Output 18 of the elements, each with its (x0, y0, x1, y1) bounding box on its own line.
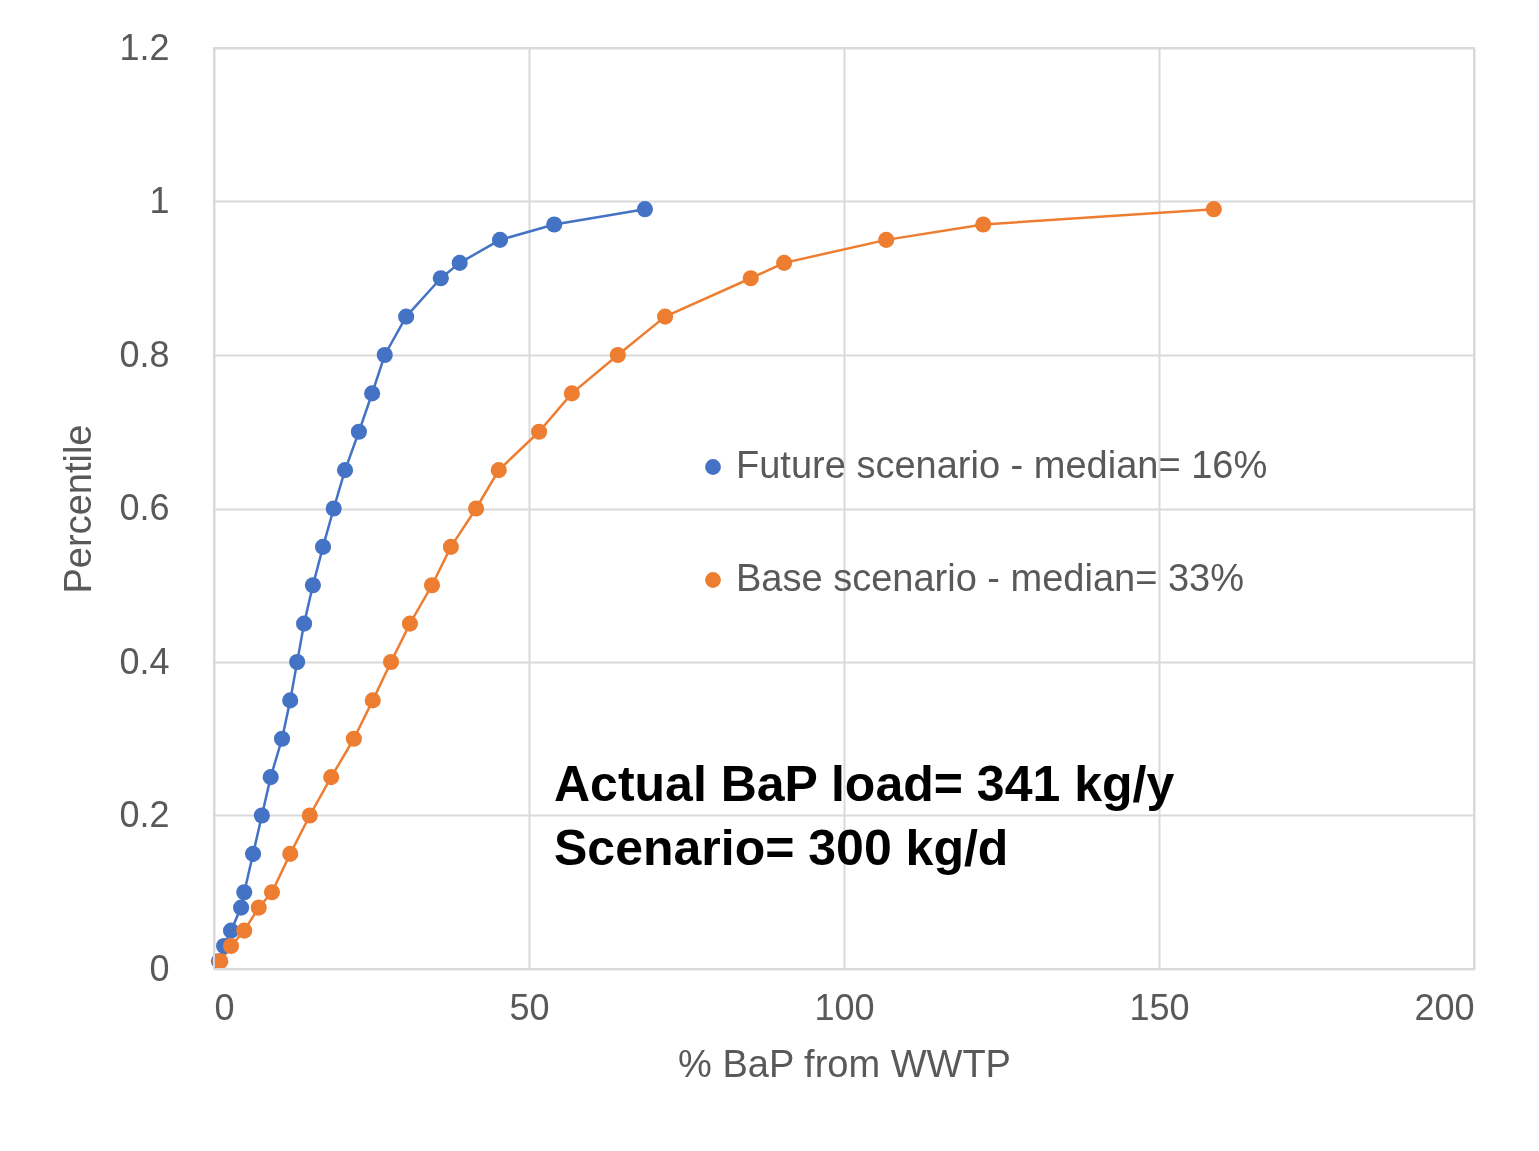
y-tick-label: 1 (149, 180, 170, 221)
annotation: Actual BaP load= 341 kg/y (554, 756, 1175, 812)
y-tick-label: 0.8 (119, 333, 170, 375)
annotation: Scenario= 300 kg/d (554, 820, 1009, 876)
y-axis-title: Percentile (57, 424, 100, 594)
y-tick-label: 0.4 (119, 640, 170, 682)
legend-label: Future scenario - median= 16% (736, 444, 1268, 486)
x-tick-label: 50 (509, 986, 550, 1028)
x-tick-label: 150 (1129, 986, 1190, 1028)
legend-label: Base scenario - median= 33% (736, 557, 1245, 599)
y-tick-label: 0.6 (119, 487, 170, 528)
x-tick-label: 100 (814, 986, 875, 1028)
y-tick-label: 0 (149, 947, 170, 989)
x-axis-title: % BaP from WWTP (678, 1042, 1011, 1085)
y-tick-label: 1.2 (119, 26, 170, 68)
x-tick-label: 0 (214, 986, 235, 1028)
x-tick-label: 200 (1414, 986, 1475, 1028)
y-tick-label: 0.2 (119, 794, 170, 835)
